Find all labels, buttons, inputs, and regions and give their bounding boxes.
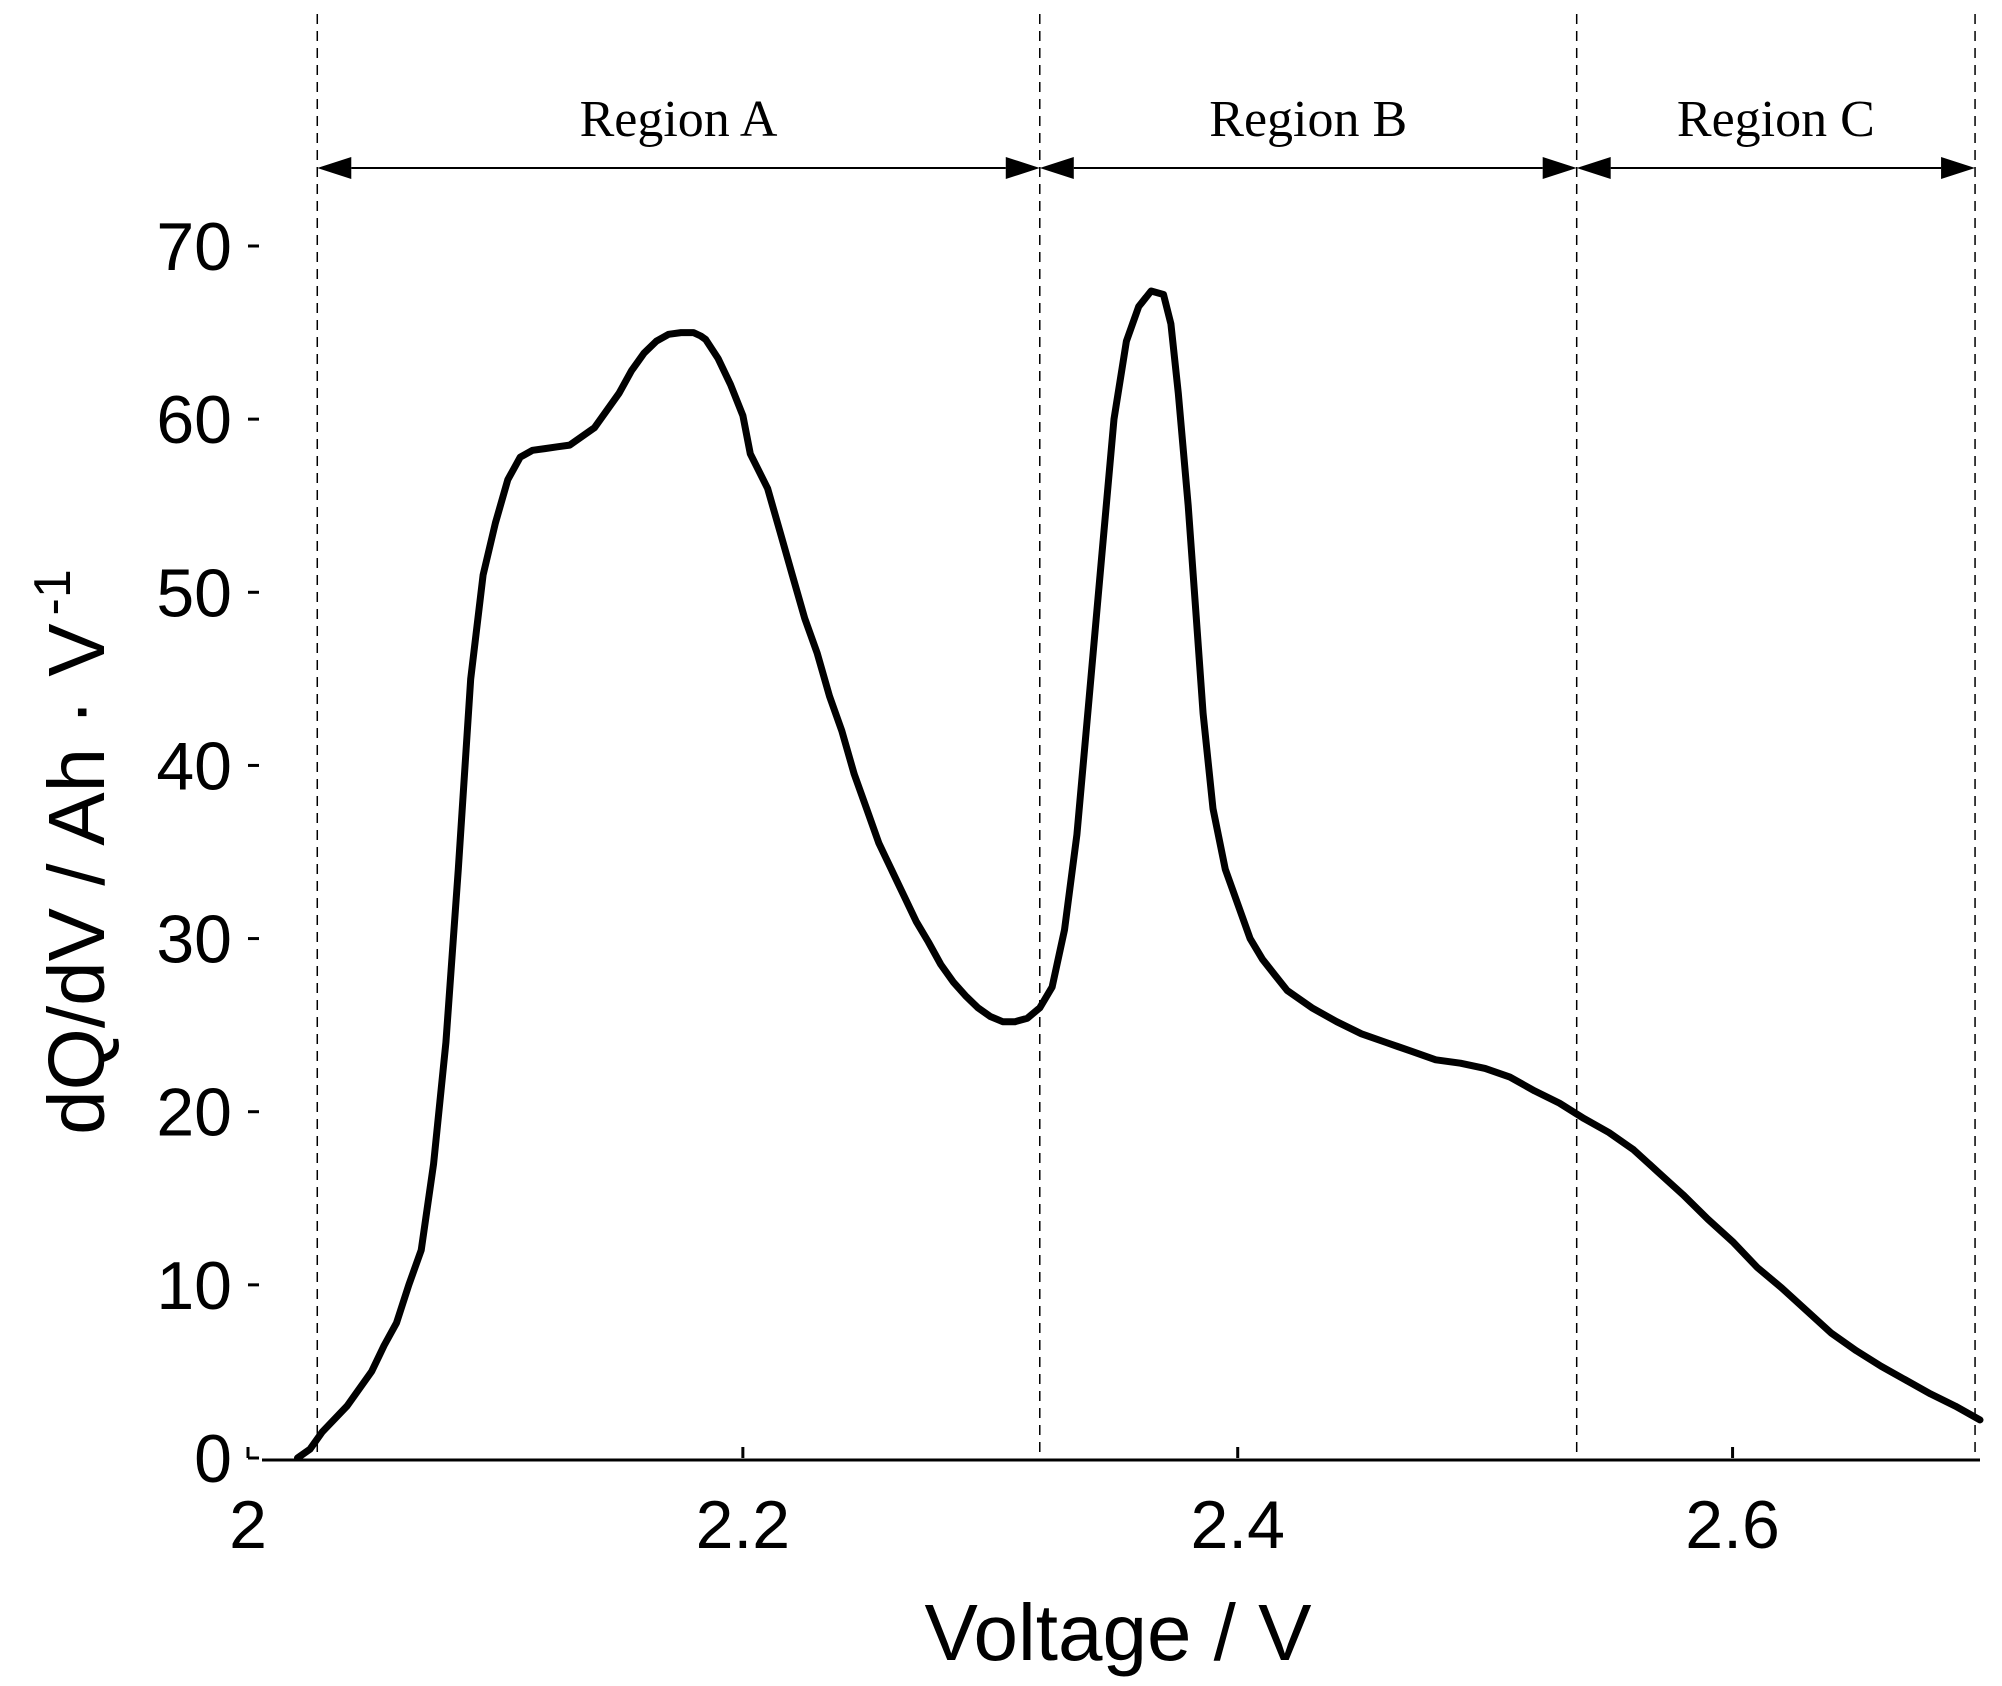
region-label-1: Region B: [1209, 91, 1407, 148]
region-arrowhead-right-0: [1005, 157, 1040, 179]
y-tick-label-4: 40: [156, 728, 232, 804]
y-axis-title: dQ/dV / Ah · V -1: [24, 569, 121, 1135]
region-boundary-lines: [316, 14, 1976, 1458]
y-axis-title-superscript: -1: [24, 569, 82, 615]
region-arrowhead-left-2: [1576, 157, 1611, 179]
y-tick-label-7: 70: [156, 209, 232, 285]
x-tick-label-0: 2: [229, 1487, 267, 1563]
x-tick-labels: 2 2.2 2.4 2.6: [229, 1487, 1780, 1563]
axis-ticks: [246, 244, 1735, 1460]
region-label-0: Region A: [580, 91, 778, 148]
y-tick-label-5: 50: [156, 555, 232, 631]
region-labels: Region A Region B Region C: [580, 91, 1875, 148]
y-tick-labels: 0 10 20 30 40 50 60 70: [156, 209, 232, 1497]
region-arrowhead-left-0: [317, 157, 352, 179]
y-tick-label-3: 30: [156, 902, 232, 978]
x-tick-label-2: 2.4: [1190, 1487, 1285, 1563]
y-tick-label-2: 20: [156, 1075, 232, 1151]
region-label-2: Region C: [1677, 91, 1875, 148]
x-axis-title: Voltage / V: [925, 1588, 1313, 1677]
series-line: [294, 287, 1984, 1462]
region-arrowhead-left-1: [1039, 157, 1074, 179]
x-tick-label-1: 2.2: [696, 1487, 791, 1563]
y-axis-title-main: dQ/dV / Ah · V: [32, 623, 121, 1135]
region-arrowhead-right-2: [1941, 157, 1976, 179]
y-tick-label-1: 10: [156, 1248, 232, 1324]
y-tick-label-6: 60: [156, 382, 232, 458]
region-arrows: [317, 157, 1976, 179]
y-tick-label-0: 0: [194, 1421, 232, 1497]
x-tick-label-3: 2.6: [1685, 1487, 1780, 1563]
region-arrowhead-right-1: [1542, 157, 1577, 179]
